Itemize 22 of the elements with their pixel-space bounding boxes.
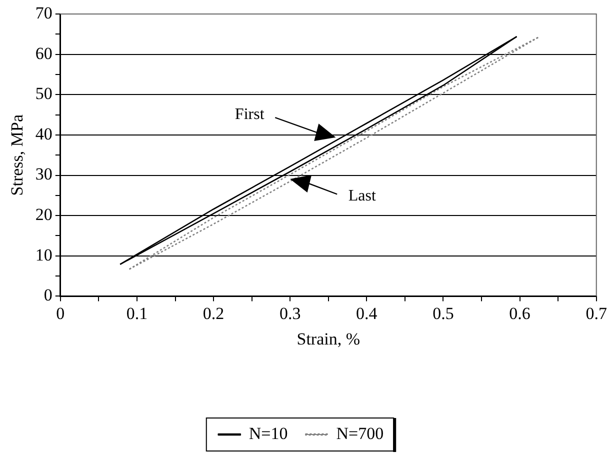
y-tick-label: 70 (35, 3, 52, 22)
x-tick-label: 0.7 (586, 304, 608, 323)
x-tick-label: 0.4 (356, 304, 378, 323)
x-tick-label: 0 (56, 304, 65, 323)
y-tick-label: 0 (44, 286, 52, 305)
y-axis-title: Stress, MPa (8, 114, 27, 196)
y-tick-label: 60 (35, 44, 52, 63)
x-tick-label: 0.3 (279, 304, 301, 323)
y-tick-label: 20 (35, 205, 52, 224)
annotation: Last (348, 188, 376, 205)
legend-label: N=10 (248, 424, 288, 443)
x-tick-label: 0.1 (126, 304, 148, 323)
y-tick-label: 30 (35, 164, 52, 184)
x-tick-label: 0.5 (432, 304, 454, 323)
legend-label: N=700 (336, 424, 384, 443)
annotation: First (234, 106, 265, 123)
x-tick-label: 0.6 (509, 304, 530, 323)
x-tick-label: 0.2 (202, 304, 224, 323)
x-axis-title: Strain, % (296, 329, 360, 348)
y-tick-label: 40 (35, 124, 52, 144)
y-tick-label: 10 (35, 245, 52, 264)
y-tick-label: 50 (35, 84, 52, 104)
